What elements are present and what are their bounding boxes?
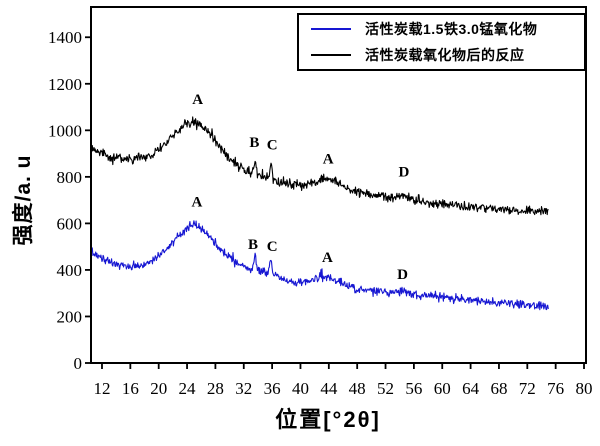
legend-label-fe-mn-oxide: 活性炭载1.5铁3.0锰氧化物 [365,21,538,37]
peak-label-D: D [399,165,410,181]
y-tick-label: 600 [57,214,83,233]
y-tick-label: 1400 [48,28,82,47]
x-tick-label: 16 [122,379,139,398]
peak-label-A: A [192,92,203,108]
y-tick-label: 1200 [48,75,82,94]
x-tick-label: 36 [264,379,281,398]
x-tick-label: 48 [349,379,366,398]
x-tick-label: 76 [547,379,564,398]
peak-label-B: B [248,237,258,253]
x-tick-label: 68 [490,379,507,398]
legend-line-sample-black [311,54,351,56]
y-axis-title: 强度/a. u [12,154,35,246]
y-tick-label: 200 [57,307,83,326]
legend-entry-fe-mn-oxide: 活性炭载1.5铁3.0锰氧化物 [299,16,584,42]
x-tick-label: 24 [179,379,197,398]
peak-label-A: A [192,194,203,210]
peak-label-C: C [267,137,278,153]
x-tick-label: 72 [519,379,536,398]
legend-line-sample-blue [311,28,351,30]
peak-label-A: A [323,152,334,168]
x-tick-label: 60 [434,379,451,398]
x-tick-label: 80 [576,379,593,398]
y-tick-label: 800 [57,168,83,187]
x-tick-label: 64 [462,379,480,398]
x-tick-label: 12 [93,379,110,398]
legend: 活性炭载1.5铁3.0锰氧化物 活性炭载氧化物后的反应 [297,13,586,71]
x-tick-label: 32 [235,379,252,398]
x-tick-label: 44 [320,379,338,398]
legend-label-after-reaction: 活性炭载氧化物后的反应 [365,47,525,63]
series-after-reaction [90,116,549,216]
x-tick-label: 40 [292,379,309,398]
y-tick-label: 0 [74,354,83,373]
x-axis-title: 位置[°2θ] [275,407,381,432]
series-fe-mn-oxide [90,220,549,311]
x-tick-label: 20 [150,379,167,398]
peak-label-C: C [267,239,278,255]
y-tick-label: 400 [57,261,83,280]
peak-label-D: D [397,267,408,283]
x-tick-label: 28 [207,379,224,398]
peak-label-B: B [249,135,259,151]
plot-frame [90,6,587,364]
x-tick-label: 52 [377,379,394,398]
legend-entry-after-reaction: 活性炭载氧化物后的反应 [299,42,584,68]
x-tick-label: 56 [405,379,422,398]
y-tick-label: 1000 [48,121,82,140]
peak-label-A: A [322,250,333,266]
